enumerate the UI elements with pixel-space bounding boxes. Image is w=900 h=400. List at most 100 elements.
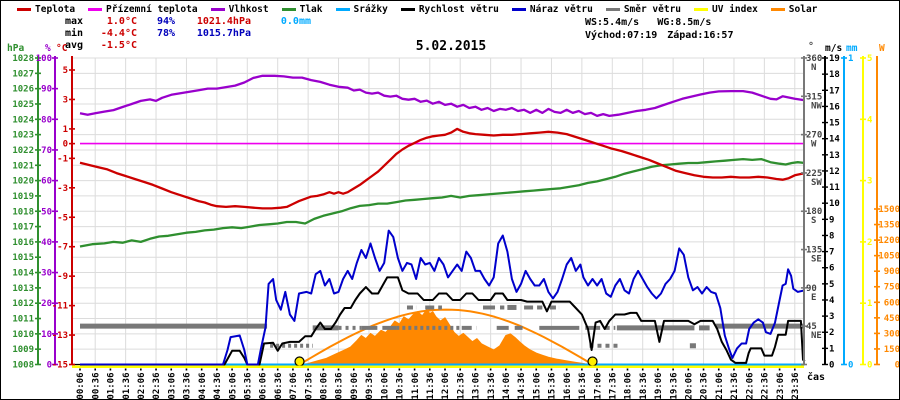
axis-W-tick-label: 1500 — [878, 205, 899, 215]
legend-item-vlhkost: Vlhkost — [210, 4, 269, 15]
axis-mm-tick-label: 1 — [848, 54, 853, 64]
axis-pct-tick-label: 30 — [41, 269, 52, 279]
axis-uv-tick-label: 0 — [867, 361, 872, 371]
wind-gust-stat: WG:8.5m/s — [657, 17, 712, 28]
x-axis-time-label: 23:36 — [791, 373, 801, 400]
x-tick — [276, 368, 279, 371]
x-tick — [459, 368, 462, 371]
min-pressure: 1015.7hPa — [196, 28, 251, 39]
x-axis-time-label: 00:36 — [91, 373, 101, 400]
x-tick — [124, 368, 127, 371]
axis-C-tick-label: 1 — [63, 125, 68, 135]
axis-C-tick-label: -13 — [52, 331, 68, 341]
axis-hPa-tick-label: 1009 — [12, 345, 34, 355]
smer-vetru-line-swatch-icon — [605, 8, 620, 11]
x-axis-time-label: 15:36 — [548, 373, 558, 400]
x-axis-time-label: 17:36 — [608, 373, 618, 400]
axis-ms-tick-label: 16 — [829, 102, 840, 112]
x-axis-time-label: 10:06 — [380, 373, 390, 400]
axis-uv-tick-label: 3 — [867, 177, 872, 187]
srazky-line-swatch-icon — [335, 8, 350, 11]
x-axis-time-label: 03:36 — [183, 373, 193, 400]
x-tick — [413, 368, 416, 371]
axis-ms-tick-label: 2 — [829, 328, 834, 338]
axis-uv-tick-label: 2 — [867, 238, 872, 248]
axis-ms-tick-label: 5 — [829, 280, 834, 290]
x-tick — [216, 368, 218, 371]
x-tick — [626, 368, 629, 371]
axis-pct-tick-label: 20 — [41, 299, 52, 309]
x-axis-time-label: 02:36 — [152, 373, 162, 400]
precipitation-total: 0.0mm — [280, 16, 311, 27]
axis-mm-unit-label: mm — [846, 43, 858, 54]
avg-temperature: -1.5°C — [100, 40, 137, 51]
axis-deg-tick-label: 135 — [806, 246, 822, 256]
axis-deg-compass-label: NE — [811, 331, 822, 341]
stats-row-avg: avg -1.5°C — [65, 40, 311, 52]
axis-W-tick-label: 1350 — [878, 221, 899, 231]
x-tick — [292, 368, 294, 371]
vlhkost-line-swatch-icon — [210, 8, 225, 11]
max-temperature: 1.0°C — [106, 16, 137, 27]
axis-hPa-tick-label: 1017 — [12, 223, 34, 233]
axis-deg-tick-label: 45 — [806, 322, 817, 332]
axis-deg-compass-label: NW — [811, 101, 822, 111]
x-tick — [444, 368, 446, 371]
x-tick — [94, 368, 97, 371]
axis-deg-tick-label: 270 — [806, 131, 822, 141]
x-tick — [565, 368, 568, 371]
x-tick — [489, 368, 492, 371]
axis-deg-unit-label: ° — [808, 41, 814, 52]
axis-hPa-tick-label: 1014 — [12, 269, 34, 279]
axis-deg-tick-label: 315 — [806, 92, 822, 102]
stats-row-min: min -4.4°C 78% 1015.7hPa — [65, 28, 311, 40]
x-axis-time-label: 13:06 — [472, 373, 482, 400]
axis-W-tick-label: 1050 — [878, 252, 899, 262]
x-tick — [337, 368, 340, 371]
x-axis-time-label: 07:06 — [289, 373, 299, 400]
x-axis-time-label: 14:06 — [502, 373, 512, 400]
wind-speed-stat: WS:5.4m/s — [585, 17, 640, 28]
x-tick — [702, 368, 705, 371]
x-axis-time-label: 12:36 — [456, 373, 466, 400]
axis-pct-tick-label: 60 — [41, 177, 52, 187]
legend-item-prizemni-teplota: Přízemní teplota — [88, 4, 198, 15]
x-tick — [793, 368, 796, 371]
x-axis-time-label: 18:36 — [639, 373, 649, 400]
x-tick — [763, 368, 766, 371]
x-axis-time-label: 05:06 — [228, 373, 238, 400]
axis-hPa-tick-label: 1021 — [12, 161, 34, 171]
uv-index-line-swatch-icon — [694, 8, 709, 11]
axis-uv-tick-label: 4 — [867, 115, 873, 125]
axis-hPa-tick-label: 1024 — [12, 115, 34, 125]
axis-C-tick-label: -9 — [57, 272, 68, 282]
sunset-sun-marker-icon — [587, 356, 598, 367]
axis-ms-tick-label: 15 — [829, 119, 840, 129]
legend-label: Teplota — [35, 4, 76, 15]
x-axis-time-label: 15:06 — [532, 373, 542, 400]
axis-C-tick-label: -15 — [52, 361, 68, 371]
x-tick — [520, 368, 522, 371]
axis-pct-tick-label: 10 — [41, 330, 52, 340]
x-tick — [79, 368, 81, 371]
axis-W-tick-label: 1200 — [878, 236, 899, 246]
series-hPa-line — [79, 157, 805, 248]
x-tick — [641, 368, 644, 371]
legend-label: Směr větru — [623, 4, 682, 15]
x-axis-time-label: 16:36 — [578, 373, 588, 400]
x-tick — [140, 368, 142, 371]
x-axis-time-label: 07:36 — [304, 373, 314, 400]
axis-hPa-tick-label: 1027 — [12, 69, 34, 79]
x-tick — [307, 368, 309, 371]
axis-deg-compass-label: S — [811, 216, 816, 226]
axis-deg-compass-label: W — [811, 140, 817, 150]
axis-pct-tick-label: 100 — [36, 54, 52, 64]
x-axis-time-label: 21:06 — [715, 373, 725, 400]
x-tick — [687, 368, 690, 371]
x-tick — [185, 368, 188, 371]
legend-label: Přízemní teplota — [106, 4, 198, 15]
axis-pct-unit-label: % — [45, 43, 51, 54]
axis-hPa-tick-label: 1012 — [12, 299, 34, 309]
legend-label: Náraz větru — [529, 4, 593, 15]
axis-pct-tick-label: 0 — [47, 361, 52, 371]
